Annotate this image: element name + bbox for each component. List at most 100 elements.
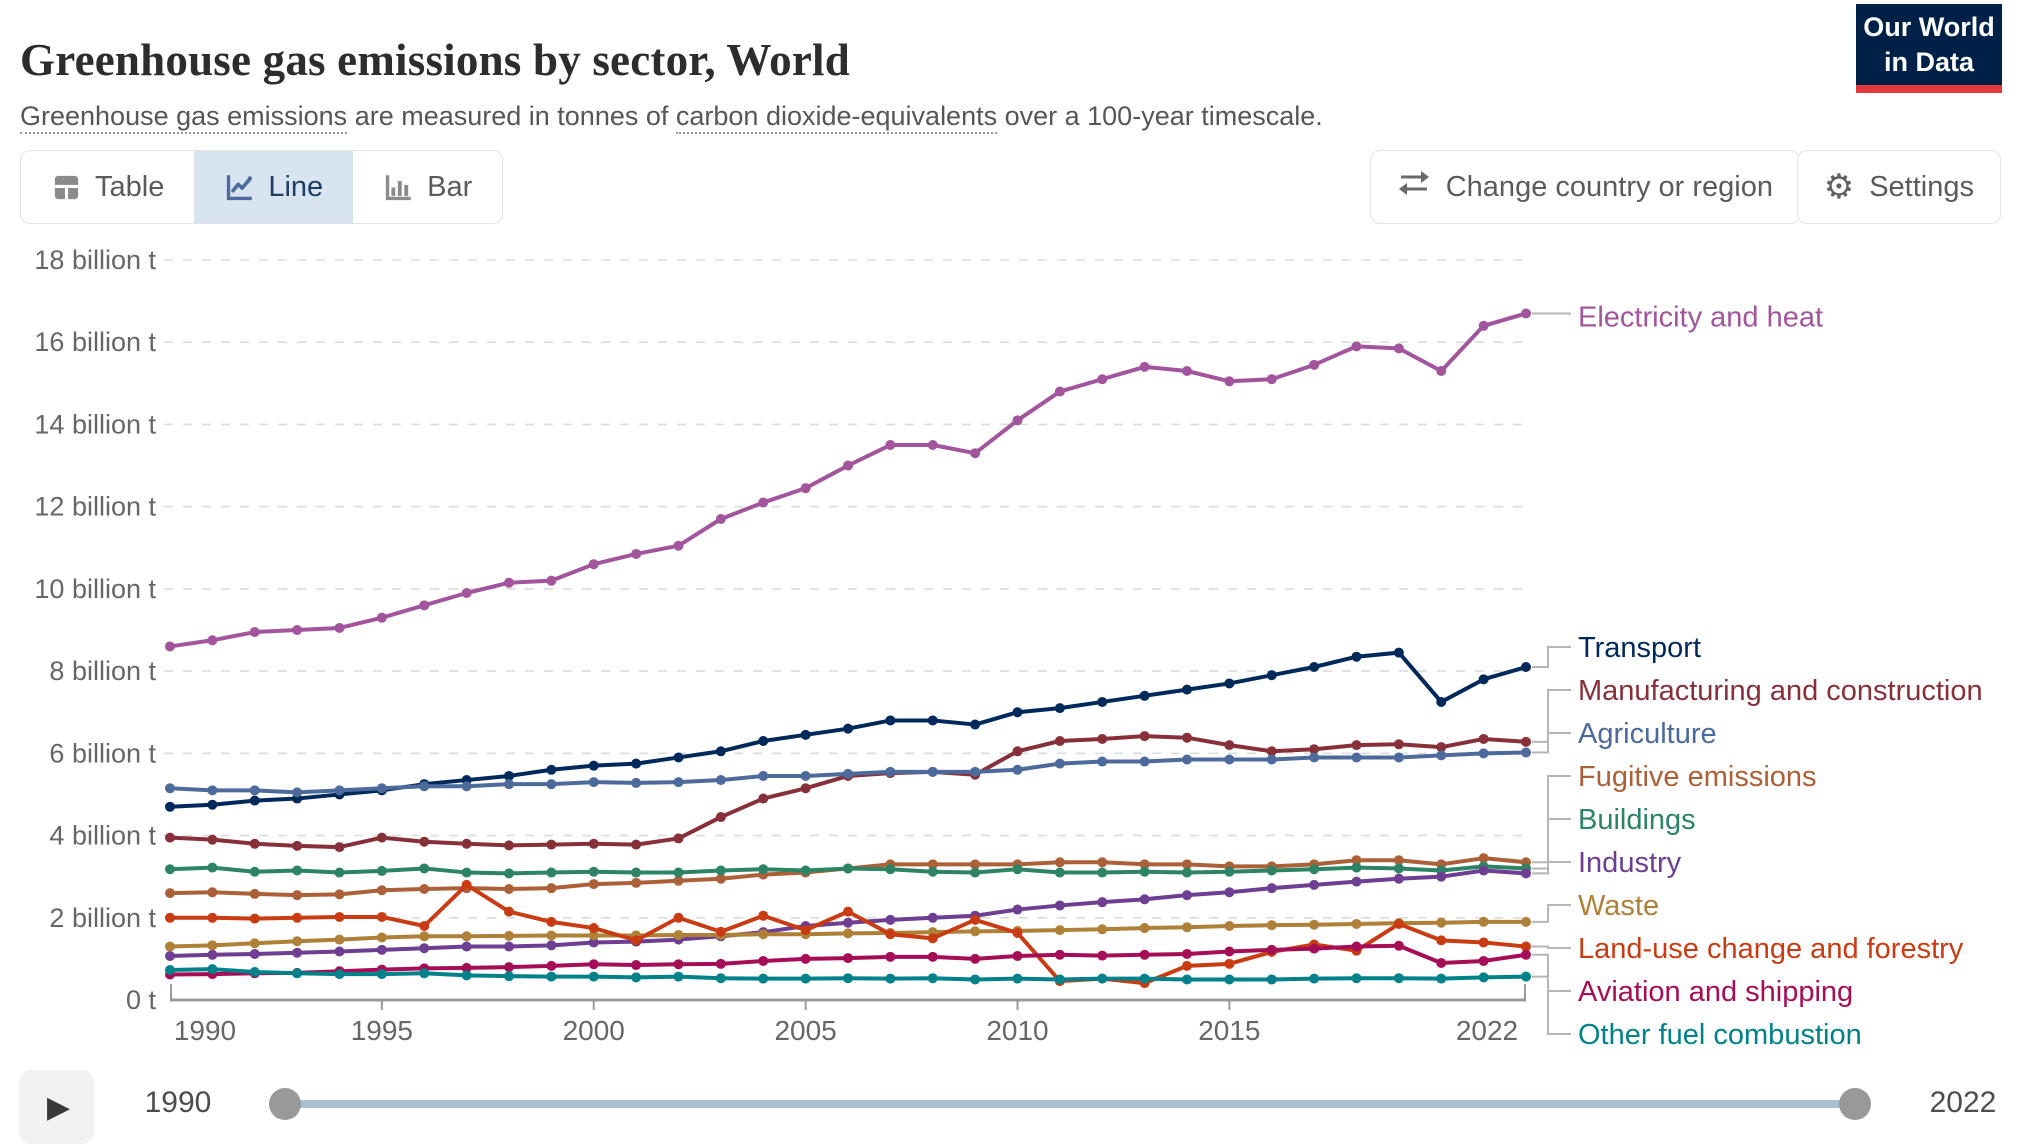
data-point-aviation-and-shipping-2012[interactable] bbox=[1097, 950, 1108, 961]
data-point-other-fuel-combustion-2005[interactable] bbox=[800, 973, 811, 984]
legend-label-buildings[interactable]: Buildings bbox=[1578, 804, 1696, 836]
data-point-electricity-and-heat-2013[interactable] bbox=[1139, 361, 1150, 372]
legend-label-other-fuel-combustion[interactable]: Other fuel combustion bbox=[1578, 1019, 1862, 1051]
data-point-industry-2021[interactable] bbox=[1478, 865, 1489, 876]
timeline-track[interactable] bbox=[285, 1100, 1855, 1108]
data-point-other-fuel-combustion-1992[interactable] bbox=[249, 967, 260, 978]
data-point-buildings-2008[interactable] bbox=[927, 866, 938, 877]
data-point-land-use-change-and-forestry-2000[interactable] bbox=[588, 923, 599, 934]
data-point-electricity-and-heat-2009[interactable] bbox=[970, 448, 981, 459]
data-point-electricity-and-heat-2021[interactable] bbox=[1478, 320, 1489, 331]
data-point-manufacturing-and-construction-2011[interactable] bbox=[1054, 736, 1065, 746]
data-point-electricity-and-heat-2005[interactable] bbox=[800, 483, 811, 494]
data-point-waste-2021[interactable] bbox=[1478, 916, 1489, 927]
data-point-agriculture-2019[interactable] bbox=[1393, 752, 1404, 763]
data-point-waste-1999[interactable] bbox=[546, 930, 557, 941]
data-point-land-use-change-and-forestry-1991[interactable] bbox=[207, 912, 218, 923]
data-point-aviation-and-shipping-2008[interactable] bbox=[927, 951, 938, 962]
data-point-land-use-change-and-forestry-1990[interactable] bbox=[165, 912, 175, 923]
data-point-agriculture-2006[interactable] bbox=[843, 768, 853, 779]
legend-label-industry[interactable]: Industry bbox=[1578, 847, 1682, 879]
data-point-other-fuel-combustion-1997[interactable] bbox=[461, 970, 472, 981]
data-point-industry-2000[interactable] bbox=[588, 937, 599, 948]
data-point-transport-2003[interactable] bbox=[715, 746, 726, 757]
data-point-transport-2022[interactable] bbox=[1521, 662, 1531, 672]
data-point-transport-2020[interactable] bbox=[1436, 696, 1447, 707]
data-point-land-use-change-and-forestry-1996[interactable] bbox=[419, 921, 430, 931]
data-point-buildings-2010[interactable] bbox=[1012, 864, 1023, 875]
data-point-transport-1992[interactable] bbox=[249, 795, 260, 806]
data-point-electricity-and-heat-1994[interactable] bbox=[334, 622, 345, 633]
data-point-agriculture-2000[interactable] bbox=[588, 777, 599, 788]
data-point-transport-2001[interactable] bbox=[631, 758, 642, 769]
data-point-other-fuel-combustion-2007[interactable] bbox=[885, 973, 896, 984]
data-point-electricity-and-heat-2002[interactable] bbox=[673, 540, 684, 551]
data-point-agriculture-1994[interactable] bbox=[334, 785, 345, 796]
data-point-transport-2013[interactable] bbox=[1139, 690, 1150, 701]
data-point-industry-1990[interactable] bbox=[165, 951, 175, 962]
data-point-waste-2006[interactable] bbox=[843, 928, 853, 939]
data-point-buildings-1998[interactable] bbox=[504, 868, 514, 879]
data-point-land-use-change-and-forestry-2008[interactable] bbox=[927, 933, 938, 944]
data-point-other-fuel-combustion-2019[interactable] bbox=[1393, 973, 1404, 984]
data-point-other-fuel-combustion-2018[interactable] bbox=[1351, 973, 1362, 984]
data-point-fugitive-emissions-2014[interactable] bbox=[1182, 859, 1192, 870]
data-point-fugitive-emissions-1996[interactable] bbox=[419, 884, 430, 894]
data-point-land-use-change-and-forestry-1992[interactable] bbox=[249, 913, 260, 924]
data-point-aviation-and-shipping-2003[interactable] bbox=[715, 958, 726, 969]
tab-table[interactable]: Table bbox=[21, 151, 194, 223]
data-point-other-fuel-combustion-1995[interactable] bbox=[376, 969, 387, 980]
data-point-manufacturing-and-construction-1993[interactable] bbox=[292, 840, 303, 851]
data-point-buildings-2012[interactable] bbox=[1097, 867, 1108, 878]
data-point-buildings-2004[interactable] bbox=[758, 864, 769, 875]
data-point-transport-2019[interactable] bbox=[1393, 647, 1404, 658]
data-point-other-fuel-combustion-2011[interactable] bbox=[1054, 974, 1065, 985]
data-point-industry-1994[interactable] bbox=[334, 946, 345, 957]
data-point-manufacturing-and-construction-2010[interactable] bbox=[1012, 746, 1023, 757]
legend-label-agriculture[interactable]: Agriculture bbox=[1578, 718, 1717, 750]
legend-label-land-use-change-and-forestry[interactable]: Land-use change and forestry bbox=[1578, 933, 1964, 965]
data-point-waste-2013[interactable] bbox=[1139, 923, 1150, 934]
data-point-industry-2006[interactable] bbox=[843, 917, 853, 928]
data-point-waste-2012[interactable] bbox=[1097, 924, 1108, 935]
data-point-manufacturing-and-construction-2013[interactable] bbox=[1139, 731, 1150, 742]
data-point-other-fuel-combustion-2012[interactable] bbox=[1097, 973, 1108, 984]
data-point-electricity-and-heat-2011[interactable] bbox=[1054, 386, 1065, 397]
data-point-agriculture-2012[interactable] bbox=[1097, 756, 1108, 767]
data-point-waste-2011[interactable] bbox=[1054, 925, 1065, 936]
data-point-manufacturing-and-construction-1996[interactable] bbox=[419, 836, 430, 847]
data-point-transport-2012[interactable] bbox=[1097, 696, 1108, 707]
data-point-electricity-and-heat-2001[interactable] bbox=[631, 548, 642, 559]
data-point-land-use-change-and-forestry-1995[interactable] bbox=[376, 911, 387, 922]
data-point-transport-2007[interactable] bbox=[885, 715, 896, 726]
data-point-other-fuel-combustion-2000[interactable] bbox=[588, 971, 599, 982]
data-point-agriculture-2013[interactable] bbox=[1139, 756, 1150, 767]
data-point-buildings-1991[interactable] bbox=[207, 862, 218, 873]
data-point-electricity-and-heat-1998[interactable] bbox=[504, 577, 514, 588]
data-point-other-fuel-combustion-1990[interactable] bbox=[165, 964, 175, 975]
data-point-agriculture-1990[interactable] bbox=[165, 783, 175, 794]
data-point-electricity-and-heat-2017[interactable] bbox=[1309, 359, 1320, 370]
data-point-buildings-2007[interactable] bbox=[885, 864, 896, 875]
data-point-electricity-and-heat-2020[interactable] bbox=[1436, 366, 1447, 376]
data-point-aviation-and-shipping-2002[interactable] bbox=[673, 959, 684, 970]
data-point-aviation-and-shipping-2001[interactable] bbox=[631, 960, 642, 971]
tab-line[interactable]: Line bbox=[194, 151, 354, 223]
data-point-agriculture-2011[interactable] bbox=[1054, 758, 1065, 769]
data-point-buildings-2014[interactable] bbox=[1182, 867, 1192, 878]
data-point-aviation-and-shipping-2006[interactable] bbox=[843, 953, 853, 964]
data-point-electricity-and-heat-1990[interactable] bbox=[165, 641, 175, 652]
data-point-industry-1995[interactable] bbox=[376, 944, 387, 955]
data-point-waste-2004[interactable] bbox=[758, 929, 769, 940]
data-point-land-use-change-and-forestry-2022[interactable] bbox=[1521, 941, 1531, 952]
data-point-transport-2011[interactable] bbox=[1054, 703, 1065, 714]
data-point-other-fuel-combustion-2022[interactable] bbox=[1521, 971, 1531, 982]
data-point-land-use-change-and-forestry-1999[interactable] bbox=[546, 916, 557, 927]
data-point-other-fuel-combustion-1993[interactable] bbox=[292, 968, 303, 979]
data-point-waste-1990[interactable] bbox=[165, 941, 175, 952]
data-point-transport-1991[interactable] bbox=[207, 799, 218, 810]
data-point-aviation-and-shipping-2016[interactable] bbox=[1266, 944, 1277, 955]
data-point-fugitive-emissions-1992[interactable] bbox=[249, 888, 260, 899]
data-point-industry-1999[interactable] bbox=[546, 940, 557, 951]
data-point-fugitive-emissions-2002[interactable] bbox=[673, 875, 684, 886]
